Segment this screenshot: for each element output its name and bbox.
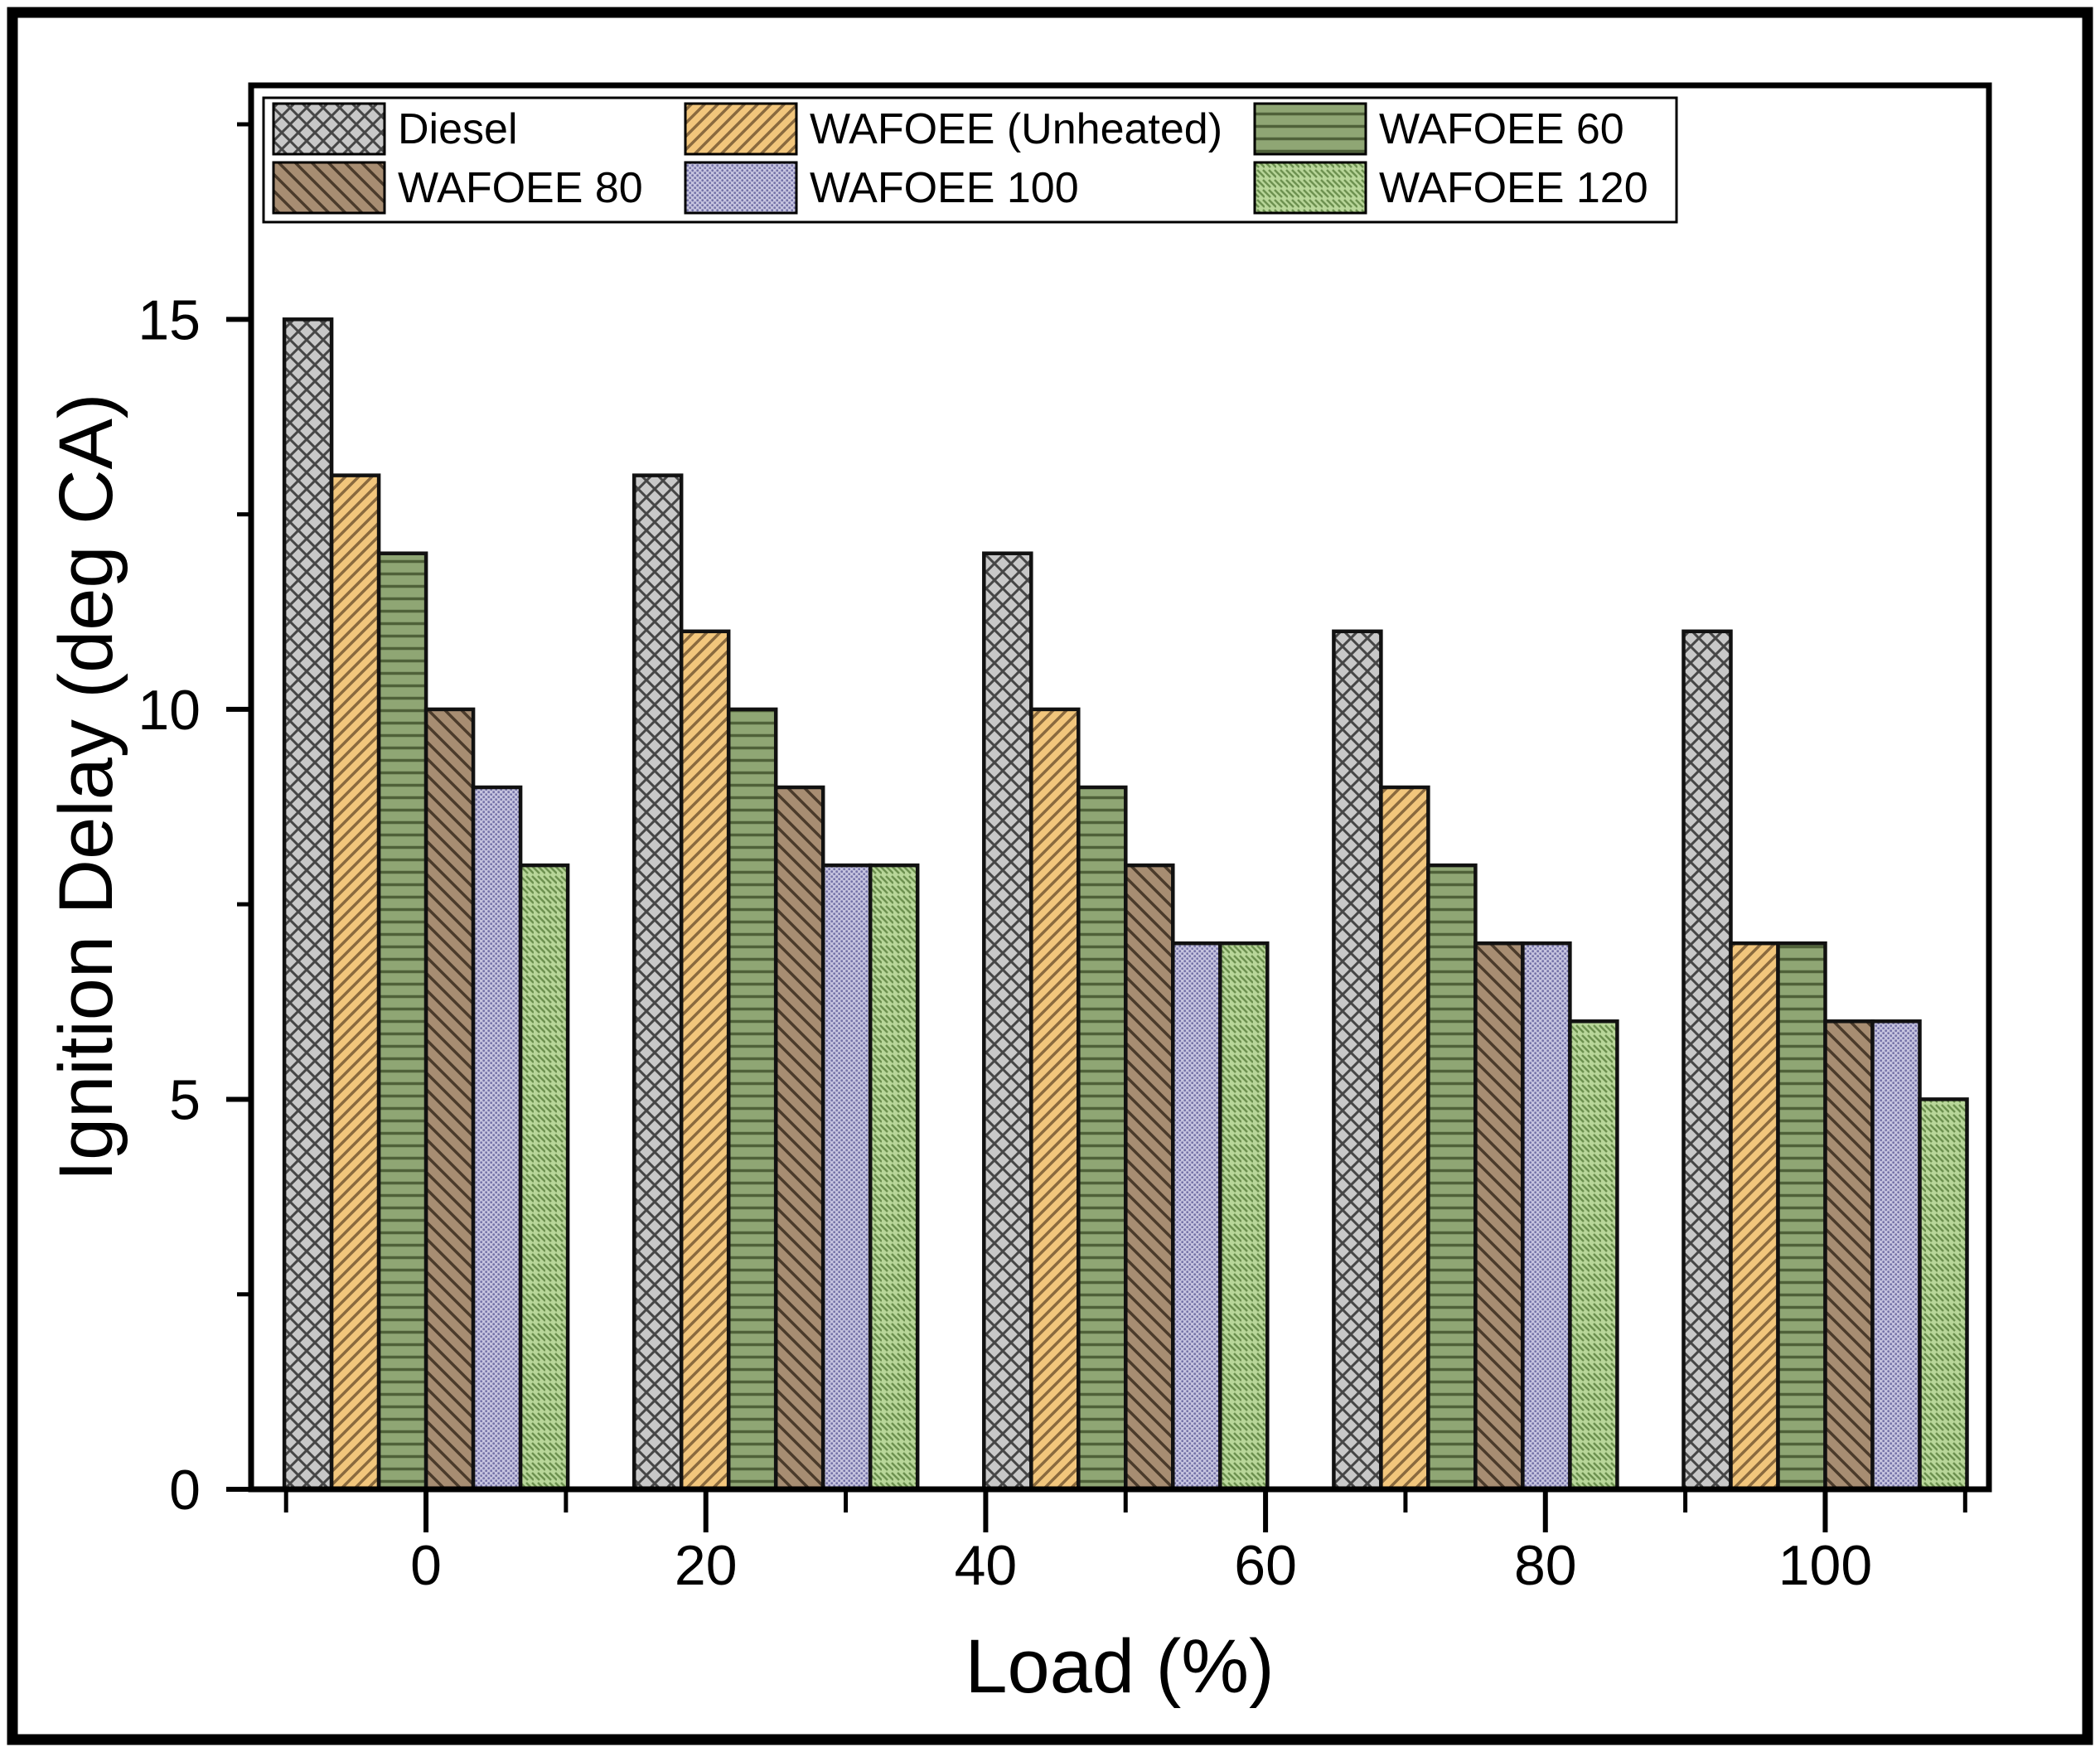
bar-diesel-load-100	[1681, 629, 1733, 1492]
bar-wafoee-100-load-50	[1171, 941, 1222, 1492]
legend-swatch-4	[684, 161, 798, 215]
bar-wafoee-100-load-75	[1521, 941, 1572, 1492]
x-tick-label: 60	[1234, 1534, 1297, 1597]
legend-swatch-3	[272, 161, 386, 215]
y-tick-label: 5	[169, 1068, 201, 1131]
legend: Diesel WAFOEE (Unheated) WAFOEE 60 WAFOEE 8…	[262, 96, 1678, 224]
bar-diesel-load-0	[282, 317, 334, 1492]
x-tick-label: 0	[410, 1534, 442, 1597]
legend-swatch-0	[272, 102, 386, 156]
bar-wafoee-60-load-25	[726, 707, 778, 1492]
legend-box	[262, 96, 1678, 224]
legend-label-0: Diesel	[398, 105, 518, 153]
x-tick-label: 20	[675, 1534, 738, 1597]
bar-diesel-load-50	[982, 551, 1033, 1492]
bar-wafoee-unheated--load-0	[329, 473, 381, 1492]
bars-layer	[282, 317, 1969, 1492]
legend-swatch-1	[684, 102, 798, 156]
bar-wafoee-80-load-75	[1473, 941, 1525, 1492]
bar-wafoee-100-load-100	[1870, 1019, 1922, 1492]
y-tick-label: 0	[169, 1459, 201, 1522]
bar-wafoee-120-load-25	[868, 863, 920, 1492]
bar-wafoee-unheated--load-100	[1729, 941, 1780, 1492]
x-tick-label: 80	[1514, 1534, 1577, 1597]
legend-swatch-2	[1253, 102, 1367, 156]
legend-label-1: WAFOEE (Unheated)	[810, 105, 1222, 153]
legend-swatch-5	[1253, 161, 1367, 215]
bar-wafoee-unheated--load-25	[679, 629, 731, 1492]
bar-wafoee-120-load-100	[1918, 1097, 1969, 1492]
legend-label-5: WAFOEE 120	[1379, 164, 1648, 212]
bar-wafoee-60-load-75	[1426, 863, 1478, 1492]
legend-label-2: WAFOEE 60	[1379, 105, 1624, 153]
bar-wafoee-80-load-0	[423, 707, 476, 1492]
legend-label-4: WAFOEE 100	[810, 164, 1079, 212]
legend-label-3: WAFOEE 80	[398, 164, 643, 212]
bar-wafoee-120-load-0	[518, 863, 570, 1492]
outer-border	[7, 7, 2093, 1745]
bar-wafoee-80-load-25	[773, 785, 825, 1492]
bar-wafoee-100-load-0	[471, 785, 523, 1492]
x-tick-label: 40	[955, 1534, 1018, 1597]
tick-labels-layer: 0 5 10 15 0 20 40 60 80 100	[138, 288, 1872, 1597]
bar-wafoee-100-load-25	[820, 863, 873, 1492]
y-tick-label: 10	[138, 679, 201, 742]
x-tick-label: 100	[1778, 1534, 1872, 1597]
bar-wafoee-60-load-100	[1776, 941, 1827, 1492]
bar-wafoee-60-load-0	[376, 551, 428, 1492]
bar-wafoee-unheated--load-50	[1029, 707, 1081, 1492]
bar-wafoee-unheated--load-75	[1379, 785, 1430, 1492]
ticks-layer	[226, 122, 1967, 1532]
y-tick-label: 15	[138, 288, 201, 351]
plot-frame	[248, 82, 1992, 1493]
bar-wafoee-120-load-50	[1218, 941, 1270, 1492]
bar-wafoee-80-load-100	[1823, 1019, 1875, 1492]
bar-diesel-load-75	[1332, 629, 1383, 1492]
bar-wafoee-120-load-75	[1568, 1019, 1619, 1492]
bar-wafoee-80-load-50	[1124, 863, 1175, 1492]
y-axis-title: Ignition Delay (deg CA)	[44, 393, 128, 1181]
bar-diesel-load-25	[631, 473, 684, 1492]
x-axis-title: Load (%)	[965, 1624, 1274, 1709]
bar-wafoee-60-load-50	[1077, 785, 1128, 1492]
